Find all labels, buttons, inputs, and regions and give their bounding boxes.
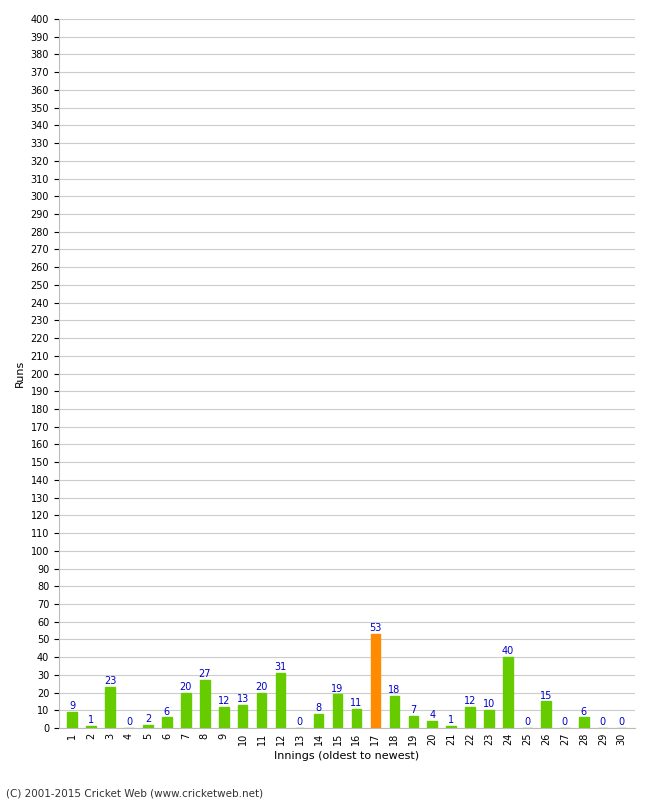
Text: 0: 0 bbox=[619, 717, 625, 727]
Text: 27: 27 bbox=[198, 670, 211, 679]
Text: 0: 0 bbox=[600, 717, 606, 727]
Bar bbox=[428, 721, 437, 728]
Text: 12: 12 bbox=[464, 696, 476, 706]
Text: 23: 23 bbox=[104, 677, 116, 686]
Text: 0: 0 bbox=[524, 717, 530, 727]
Bar bbox=[143, 725, 153, 728]
Bar bbox=[68, 712, 77, 728]
Bar bbox=[181, 693, 190, 728]
Bar bbox=[276, 673, 285, 728]
Bar bbox=[105, 687, 115, 728]
Bar bbox=[238, 705, 248, 728]
Text: 6: 6 bbox=[164, 706, 170, 717]
Text: (C) 2001-2015 Cricket Web (www.cricketweb.net): (C) 2001-2015 Cricket Web (www.cricketwe… bbox=[6, 788, 264, 798]
Bar bbox=[541, 702, 551, 728]
Text: 10: 10 bbox=[483, 699, 495, 710]
Text: 20: 20 bbox=[255, 682, 268, 692]
Text: 12: 12 bbox=[218, 696, 230, 706]
Bar bbox=[465, 707, 475, 728]
Bar bbox=[447, 726, 456, 728]
Text: 1: 1 bbox=[448, 715, 454, 726]
Text: 19: 19 bbox=[332, 683, 344, 694]
Text: 15: 15 bbox=[540, 690, 552, 701]
Text: 8: 8 bbox=[315, 703, 322, 713]
Bar bbox=[409, 716, 418, 728]
Text: 11: 11 bbox=[350, 698, 363, 708]
Text: 1: 1 bbox=[88, 715, 94, 726]
Bar bbox=[86, 726, 96, 728]
Text: 31: 31 bbox=[274, 662, 287, 672]
Text: 7: 7 bbox=[410, 705, 417, 714]
Bar bbox=[579, 718, 588, 728]
Bar bbox=[219, 707, 229, 728]
Bar bbox=[352, 709, 361, 728]
Text: 2: 2 bbox=[145, 714, 151, 724]
Text: 6: 6 bbox=[580, 706, 587, 717]
Bar bbox=[389, 696, 399, 728]
Bar bbox=[484, 710, 494, 728]
Bar bbox=[333, 694, 342, 728]
Bar bbox=[257, 693, 266, 728]
X-axis label: Innings (oldest to newest): Innings (oldest to newest) bbox=[274, 751, 419, 761]
Text: 0: 0 bbox=[562, 717, 568, 727]
Text: 4: 4 bbox=[429, 710, 436, 720]
Bar bbox=[314, 714, 323, 728]
Text: 13: 13 bbox=[237, 694, 249, 704]
Bar bbox=[503, 657, 513, 728]
Text: 40: 40 bbox=[502, 646, 514, 656]
Y-axis label: Runs: Runs bbox=[15, 360, 25, 387]
Text: 53: 53 bbox=[369, 623, 382, 634]
Text: 0: 0 bbox=[296, 717, 303, 727]
Text: 20: 20 bbox=[179, 682, 192, 692]
Text: 18: 18 bbox=[388, 686, 400, 695]
Bar bbox=[200, 680, 209, 728]
Text: 0: 0 bbox=[126, 717, 132, 727]
Bar bbox=[162, 718, 172, 728]
Bar bbox=[370, 634, 380, 728]
Text: 9: 9 bbox=[69, 702, 75, 711]
